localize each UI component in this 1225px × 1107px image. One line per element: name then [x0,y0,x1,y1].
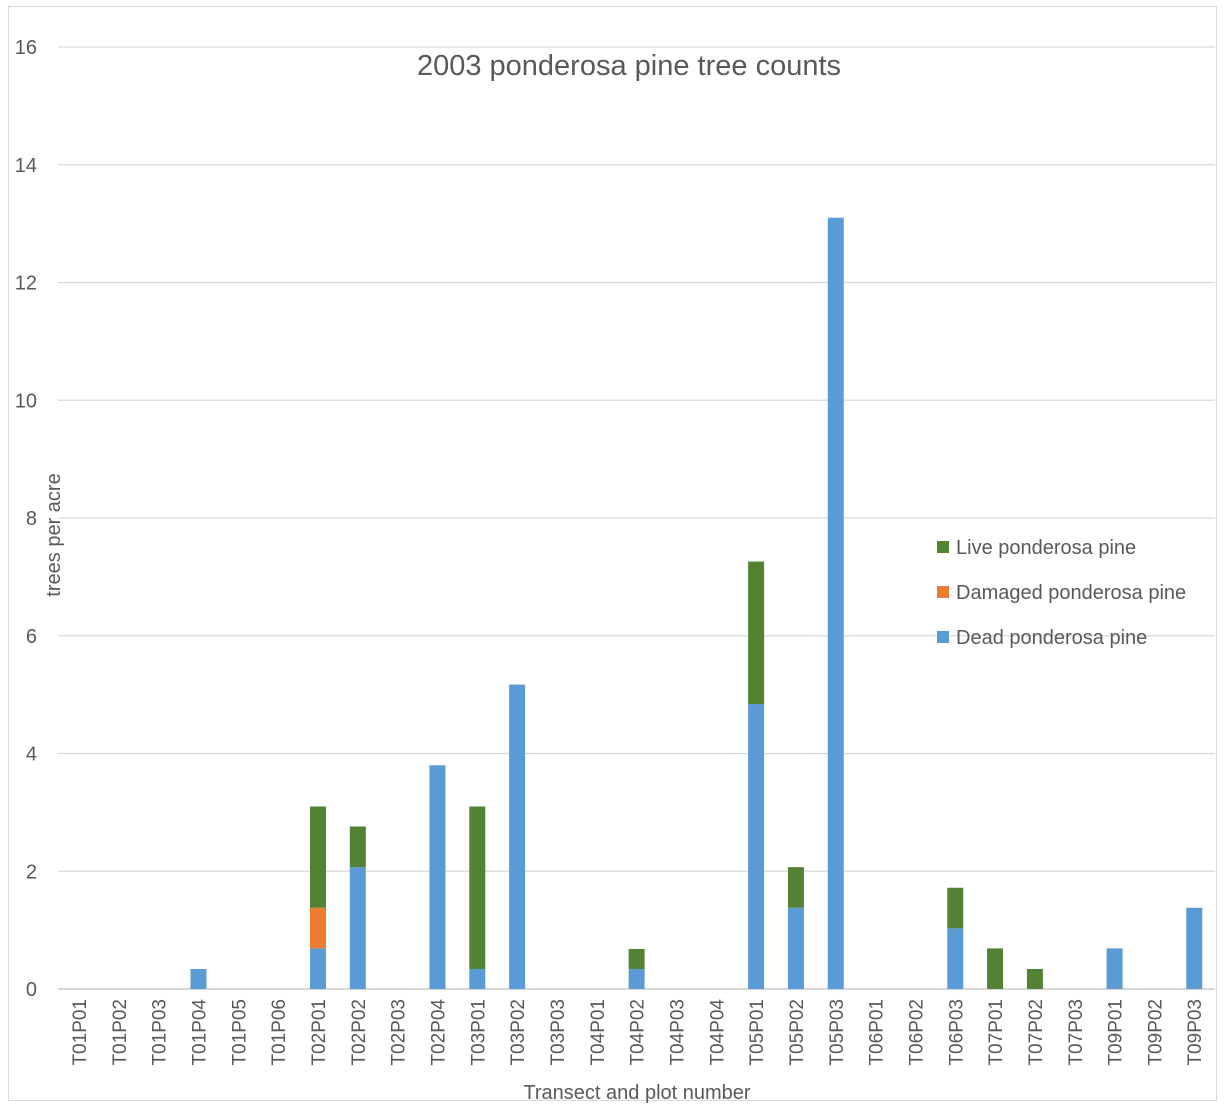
y-tick-label: 2 [26,861,37,883]
x-tick-label: T05P01 [747,999,768,1066]
x-tick-label: T03P02 [508,999,529,1066]
y-tick-label: 12 [15,273,37,295]
x-tick-label: T04P02 [628,999,649,1066]
bar-segment [628,948,645,969]
bar-segment [309,948,326,989]
x-tick-label: T01P04 [189,999,210,1066]
bar-segment [748,704,765,989]
x-tick-label: T07P02 [1026,999,1047,1066]
legend-swatch [937,541,949,553]
bar-segment [190,968,207,989]
x-tick-label: T01P03 [150,999,171,1066]
bar-segment [628,968,645,989]
x-tick-label: T01P05 [229,999,250,1066]
bar-segment [748,561,765,705]
bar-segment [787,867,804,908]
bar-segment [1186,907,1203,989]
bars [190,217,1203,990]
x-tick-label: T06P03 [946,999,967,1066]
bar-segment [349,826,366,868]
bar-segment [469,968,486,989]
x-tick-label: T02P01 [309,999,330,1066]
chart-frame [8,6,1217,1101]
x-tick-label: T05P03 [827,999,848,1066]
y-tick-label: 6 [26,626,37,648]
bar-segment [1106,948,1123,989]
x-tick-label: T03P03 [548,999,569,1066]
gridlines [58,46,1215,990]
y-tick-label: 14 [15,155,37,177]
y-axis-label: trees per acre [43,473,65,596]
x-tick-label: T01P06 [269,999,290,1066]
x-axis-label: Transect and plot number [523,1082,750,1104]
x-tick-label: T01P02 [110,999,131,1066]
x-tick-label: T05P02 [787,999,808,1066]
x-tick-label: T02P03 [389,999,410,1066]
legend: Live ponderosa pine Damaged ponderosa pin… [937,537,1186,649]
x-tick-label: T04P01 [588,999,609,1066]
legend-label: Live ponderosa pine [956,537,1136,559]
legend-label: Dead ponderosa pine [956,627,1147,649]
x-tick-labels: T01P01 T01P02 T01P03 T01P04 T01P05 T01P06 T02P… [70,999,1206,1066]
y-tick-label: 10 [15,390,37,412]
bar-segment [509,684,526,989]
legend-swatch [937,631,949,643]
bar-segment [349,867,366,989]
bar-segment [947,928,964,989]
x-tick-label: T02P02 [349,999,370,1066]
x-tick-label: T02P04 [428,999,449,1066]
legend-swatch [937,586,949,598]
x-tick-label: T03P01 [468,999,489,1066]
chart-title: 2003 ponderosa pine tree counts [417,50,841,82]
bar-segment [309,907,326,949]
y-tick-labels: 0 2 4 6 8 10 12 14 16 [15,37,37,1001]
y-tick-label: 8 [26,508,37,530]
legend-label: Damaged ponderosa pine [956,582,1186,604]
x-tick-label: T09P01 [1106,999,1127,1066]
x-tick-label: T09P03 [1185,999,1206,1066]
bar-segment [947,887,964,929]
bar-segment [787,907,804,989]
bar-segment [1026,968,1043,989]
bar-segment [987,948,1004,989]
x-tick-label: T09P02 [1145,999,1166,1066]
bar-segment [429,765,446,989]
bar-segment [827,217,844,990]
y-tick-label: 4 [26,744,37,766]
y-tick-label: 16 [15,37,37,59]
bar-segment [469,806,486,969]
y-tick-label: 0 [26,979,37,1001]
x-tick-label: T04P04 [707,999,728,1066]
x-tick-label: T07P03 [1066,999,1087,1066]
bar-segment [309,806,326,908]
x-tick-label: T01P01 [70,999,91,1066]
x-tick-label: T06P02 [906,999,927,1066]
x-tick-label: T04P03 [667,999,688,1066]
x-tick-label: T06P01 [867,999,888,1066]
x-tick-label: T07P01 [986,999,1007,1066]
